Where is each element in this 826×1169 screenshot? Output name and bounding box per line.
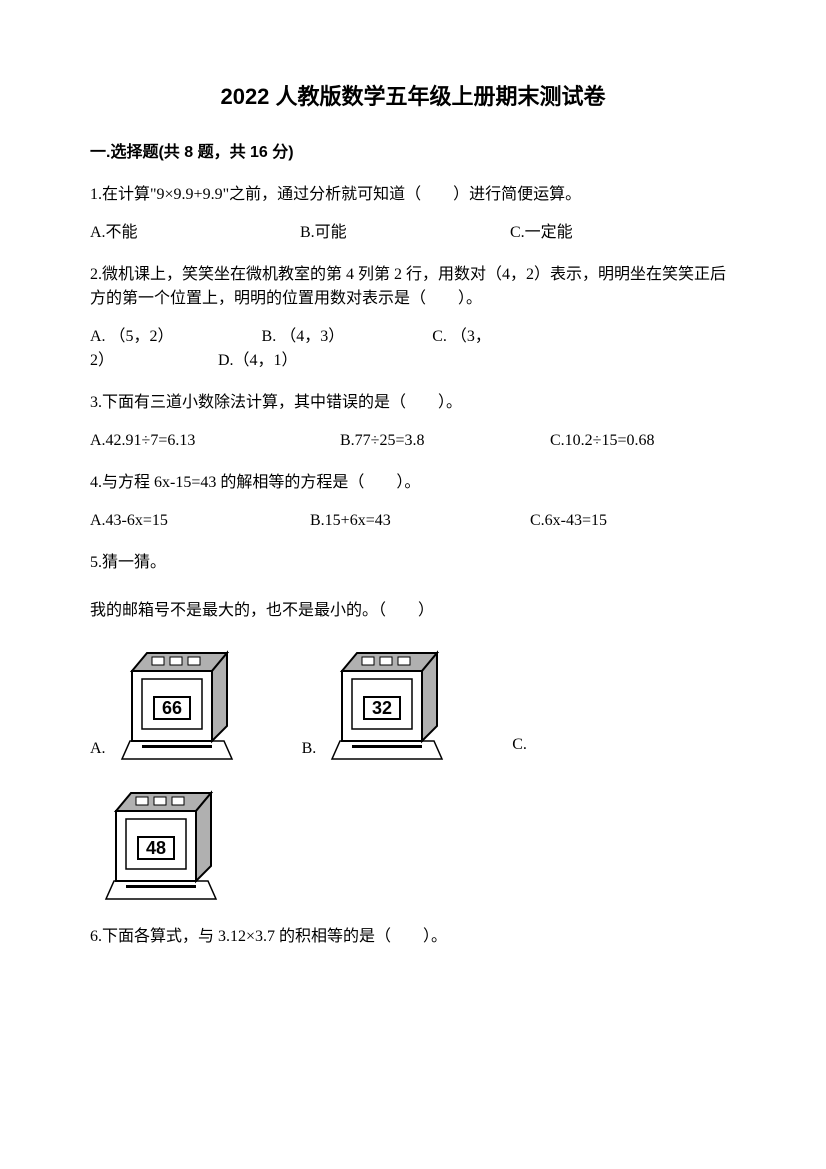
svg-text:66: 66: [162, 698, 182, 718]
q5-letter-a: A.: [90, 737, 106, 761]
q4-text: 4.与方程 6x-15=43 的解相等的方程是（ ）。: [90, 471, 736, 495]
q5-letter-c: C.: [512, 733, 527, 761]
q2-option-line2: 2） D.（4，1）: [90, 349, 736, 373]
q3-option-a: A.42.91÷7=6.13: [90, 429, 300, 453]
q6-text: 6.下面各算式，与 3.12×3.7 的积相等的是（ ）。: [90, 925, 736, 949]
q5-machine-options: A. 66 B. 32 C.: [90, 641, 736, 761]
q5-text: 5.猜一猜。: [90, 551, 736, 575]
svg-text:32: 32: [372, 698, 392, 718]
question-4: 4.与方程 6x-15=43 的解相等的方程是（ ）。 A.43-6x=15 B…: [90, 471, 736, 533]
machine-icon: 48: [96, 781, 226, 901]
machine-icon: 32: [322, 641, 452, 761]
question-2: 2.微机课上，笑笑坐在微机教室的第 4 列第 2 行，用数对（4，2）表示，明明…: [90, 263, 736, 373]
q1-text: 1.在计算"9×9.9+9.9"之前，通过分析就可知道（ ）进行简便运算。: [90, 183, 736, 207]
svg-text:48: 48: [146, 838, 166, 858]
q1-option-a: A.不能: [90, 221, 260, 245]
q4-option-b: B.15+6x=43: [310, 509, 490, 533]
q2-option-line1: A. （5，2） B. （4，3） C. （3，: [90, 325, 736, 349]
q5-machine-a: A. 66: [90, 641, 242, 761]
q5-machine-b: B. 32: [302, 641, 453, 761]
q4-option-c: C.6x-43=15: [530, 509, 607, 533]
q5-letter-b: B.: [302, 737, 317, 761]
q3-text: 3.下面有三道小数除法计算，其中错误的是（ ）。: [90, 391, 736, 415]
q5-machine-d: 48: [90, 781, 736, 901]
q3-options: A.42.91÷7=6.13 B.77÷25=3.8 C.10.2÷15=0.6…: [90, 429, 736, 453]
q3-option-c: C.10.2÷15=0.68: [550, 429, 654, 453]
question-5: 5.猜一猜。 我的邮箱号不是最大的，也不是最小的。（ ） A. 66 B. 32…: [90, 551, 736, 901]
section-header: 一.选择题(共 8 题，共 16 分): [90, 141, 736, 165]
page-title: 2022 人教版数学五年级上册期末测试卷: [90, 80, 736, 113]
q5-machine-row2: 48: [90, 781, 736, 901]
q2-text: 2.微机课上，笑笑坐在微机教室的第 4 列第 2 行，用数对（4，2）表示，明明…: [90, 263, 736, 311]
q4-option-a: A.43-6x=15: [90, 509, 270, 533]
q1-options: A.不能 B.可能 C.一定能: [90, 221, 736, 245]
machine-icon: 66: [112, 641, 242, 761]
question-1: 1.在计算"9×9.9+9.9"之前，通过分析就可知道（ ）进行简便运算。 A.…: [90, 183, 736, 245]
q3-option-b: B.77÷25=3.8: [340, 429, 510, 453]
q1-option-b: B.可能: [300, 221, 470, 245]
question-3: 3.下面有三道小数除法计算，其中错误的是（ ）。 A.42.91÷7=6.13 …: [90, 391, 736, 453]
question-6: 6.下面各算式，与 3.12×3.7 的积相等的是（ ）。: [90, 925, 736, 949]
q1-option-c: C.一定能: [510, 221, 573, 245]
q4-options: A.43-6x=15 B.15+6x=43 C.6x-43=15: [90, 509, 736, 533]
q5-subtext: 我的邮箱号不是最大的，也不是最小的。（ ）: [90, 599, 736, 623]
